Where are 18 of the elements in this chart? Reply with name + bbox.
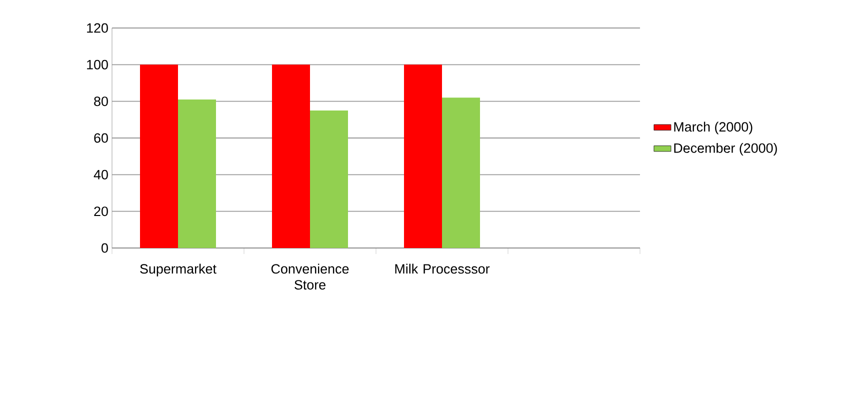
bar	[442, 98, 480, 248]
y-tick-label: 0	[102, 243, 108, 253]
bar	[310, 110, 348, 248]
bar	[404, 64, 442, 248]
x-tick-label: Milk Processsor	[395, 264, 490, 274]
bar	[272, 64, 310, 248]
y-tick-label: 80	[94, 96, 108, 106]
bar	[140, 64, 178, 248]
y-tick-label: 60	[94, 133, 108, 143]
y-tick-label: 20	[94, 206, 108, 216]
bar	[178, 100, 216, 248]
y-tick-label: 100	[87, 60, 108, 70]
x-tick-label: Supermarket	[140, 264, 216, 276]
y-tick-label: 120	[87, 23, 108, 33]
y-tick-label: 40	[94, 170, 108, 180]
legend-label: March (2000)	[674, 122, 752, 134]
x-tick-label: Convenience Store	[271, 264, 349, 290]
legend-label: December (2000)	[674, 142, 777, 156]
